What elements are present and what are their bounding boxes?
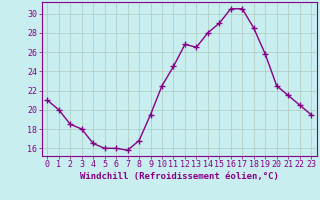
X-axis label: Windchill (Refroidissement éolien,°C): Windchill (Refroidissement éolien,°C): [80, 172, 279, 181]
